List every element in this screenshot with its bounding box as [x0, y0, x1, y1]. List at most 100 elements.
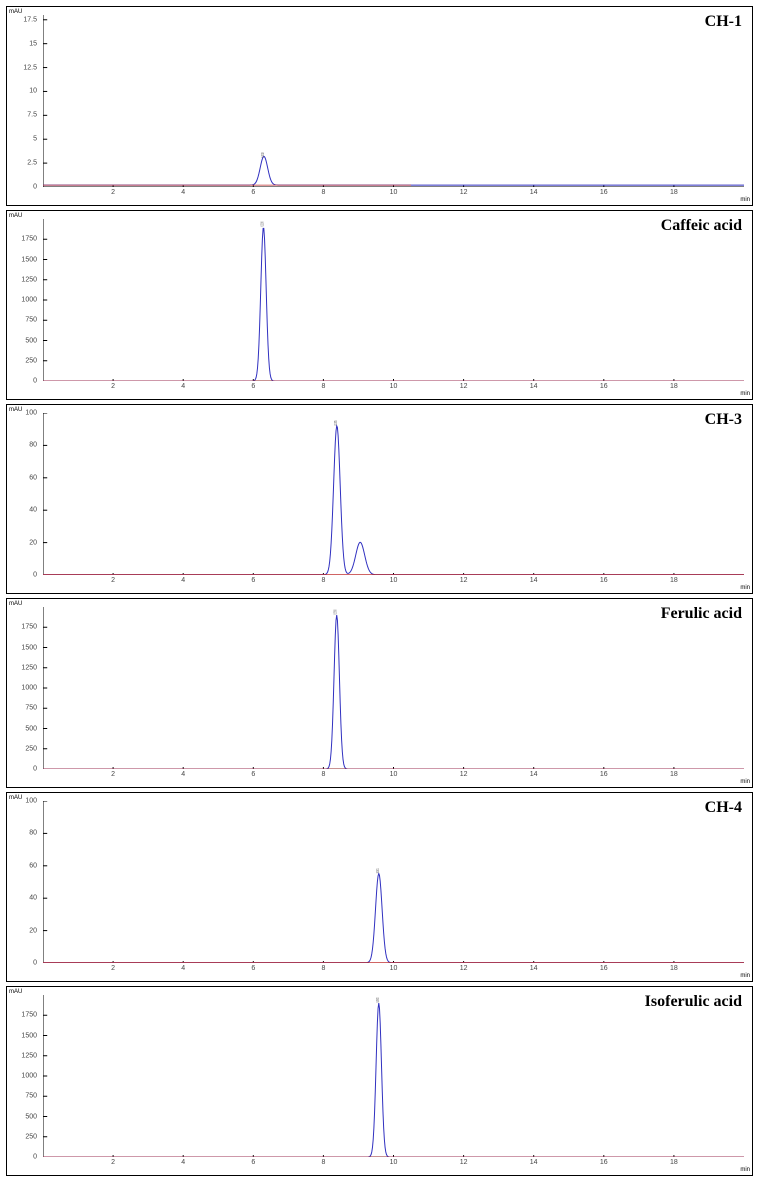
plot-area: 8.385 — [43, 413, 744, 575]
x-tick: 14 — [530, 577, 538, 584]
x-ticks: 24681012141618 — [43, 1159, 744, 1173]
x-tick: 2 — [111, 383, 115, 390]
x-tick: 8 — [321, 1159, 325, 1166]
x-tick: 18 — [670, 965, 678, 972]
x-tick: 2 — [111, 965, 115, 972]
x-tick: 12 — [460, 577, 468, 584]
x-tick: 10 — [390, 577, 398, 584]
x-tick: 16 — [600, 577, 608, 584]
x-tick: 4 — [181, 383, 185, 390]
y-tick: 100 — [25, 798, 37, 805]
x-tick: 16 — [600, 189, 608, 196]
y-tick: 1750 — [21, 1012, 37, 1019]
y-ticks: 02.557.51012.51517.5 — [7, 15, 39, 187]
y-tick: 12.5 — [23, 64, 37, 71]
panel-title: CH-1 — [705, 13, 742, 31]
x-tick: 10 — [390, 771, 398, 778]
y-tick: 1000 — [21, 297, 37, 304]
y-tick: 15 — [29, 40, 37, 47]
y-ticks: 020406080100 — [7, 413, 39, 575]
y-ticks: 020406080100 — [7, 801, 39, 963]
panel-title: CH-4 — [705, 799, 742, 817]
y-tick: 500 — [25, 337, 37, 344]
y-tick: 80 — [29, 830, 37, 837]
y-tick: 20 — [29, 539, 37, 546]
peak-label: 9.581 — [375, 868, 380, 873]
y-tick: 7.5 — [27, 112, 37, 119]
y-tick: 500 — [25, 1113, 37, 1120]
x-tick: 18 — [670, 189, 678, 196]
plot-area: 9.581 — [43, 801, 744, 963]
peak-label: 8.385 — [333, 420, 338, 425]
panel-title: Caffeic acid — [661, 217, 742, 235]
x-tick: 18 — [670, 577, 678, 584]
peak-label: 6.290 — [260, 221, 265, 226]
x-tick: 4 — [181, 189, 185, 196]
panel-ch1: CH-1mAUmin02.557.51012.51517.52468101214… — [6, 6, 753, 206]
y-tick: 5 — [33, 136, 37, 143]
x-tick: 12 — [460, 771, 468, 778]
x-tick: 6 — [251, 577, 255, 584]
x-tick: 12 — [460, 1159, 468, 1166]
x-tick: 10 — [390, 965, 398, 972]
x-tick: 8 — [321, 189, 325, 196]
y-tick: 60 — [29, 474, 37, 481]
x-tick: 12 — [460, 965, 468, 972]
x-tick: 14 — [530, 771, 538, 778]
x-tick: 8 — [321, 383, 325, 390]
x-tick: 4 — [181, 965, 185, 972]
panel-title: CH-3 — [705, 411, 742, 429]
x-tick: 10 — [390, 1159, 398, 1166]
y-tick: 100 — [25, 410, 37, 417]
y-tick: 20 — [29, 927, 37, 934]
y-tick: 1750 — [21, 624, 37, 631]
y-tick: 1500 — [21, 256, 37, 263]
x-ticks: 24681012141618 — [43, 771, 744, 785]
x-tick: 14 — [530, 965, 538, 972]
x-tick: 10 — [390, 383, 398, 390]
chromatogram-trace — [43, 228, 744, 381]
peak-label: 9.580 — [375, 997, 380, 1002]
chromatogram-trace — [43, 426, 744, 575]
x-tick: 18 — [670, 1159, 678, 1166]
x-tick: 6 — [251, 965, 255, 972]
x-tick: 6 — [251, 189, 255, 196]
y-tick: 250 — [25, 357, 37, 364]
chromatogram-figure: CH-1mAUmin02.557.51012.51517.52468101214… — [6, 6, 753, 1176]
x-tick: 12 — [460, 383, 468, 390]
panel-title: Isoferulic acid — [645, 993, 742, 1011]
y-tick: 0 — [33, 572, 37, 579]
x-tick: 18 — [670, 383, 678, 390]
y-tick: 750 — [25, 705, 37, 712]
x-tick: 4 — [181, 577, 185, 584]
x-tick: 2 — [111, 189, 115, 196]
x-tick: 16 — [600, 383, 608, 390]
x-tick: 16 — [600, 965, 608, 972]
x-tick: 18 — [670, 771, 678, 778]
x-tick: 8 — [321, 771, 325, 778]
x-tick: 14 — [530, 1159, 538, 1166]
x-tick: 16 — [600, 1159, 608, 1166]
panel-title: Ferulic acid — [661, 605, 742, 623]
x-tick: 2 — [111, 1159, 115, 1166]
y-tick: 0 — [33, 960, 37, 967]
y-ticks: 02505007501000125015001750 — [7, 995, 39, 1157]
y-tick: 750 — [25, 1093, 37, 1100]
x-tick: 2 — [111, 577, 115, 584]
y-ticks: 02505007501000125015001750 — [7, 219, 39, 381]
x-tick: 6 — [251, 1159, 255, 1166]
y-tick: 1000 — [21, 685, 37, 692]
x-tick: 4 — [181, 771, 185, 778]
x-tick: 14 — [530, 189, 538, 196]
x-tick: 8 — [321, 965, 325, 972]
panel-ch4: CH-4mAUmin020406080100246810121416189.58… — [6, 792, 753, 982]
panel-caffeic: Caffeic acidmAUmin0250500750100012501500… — [6, 210, 753, 400]
chromatogram-trace — [43, 1003, 744, 1157]
plot-area: 9.580 — [43, 995, 744, 1157]
x-ticks: 2 4 6 8 10 12 14 16 18 — [43, 965, 744, 979]
y-tick: 250 — [25, 1133, 37, 1140]
y-tick: 60 — [29, 862, 37, 869]
y-tick: 1250 — [21, 276, 37, 283]
plot-area: 8.380 — [43, 607, 744, 769]
y-tick: 2.5 — [27, 160, 37, 167]
